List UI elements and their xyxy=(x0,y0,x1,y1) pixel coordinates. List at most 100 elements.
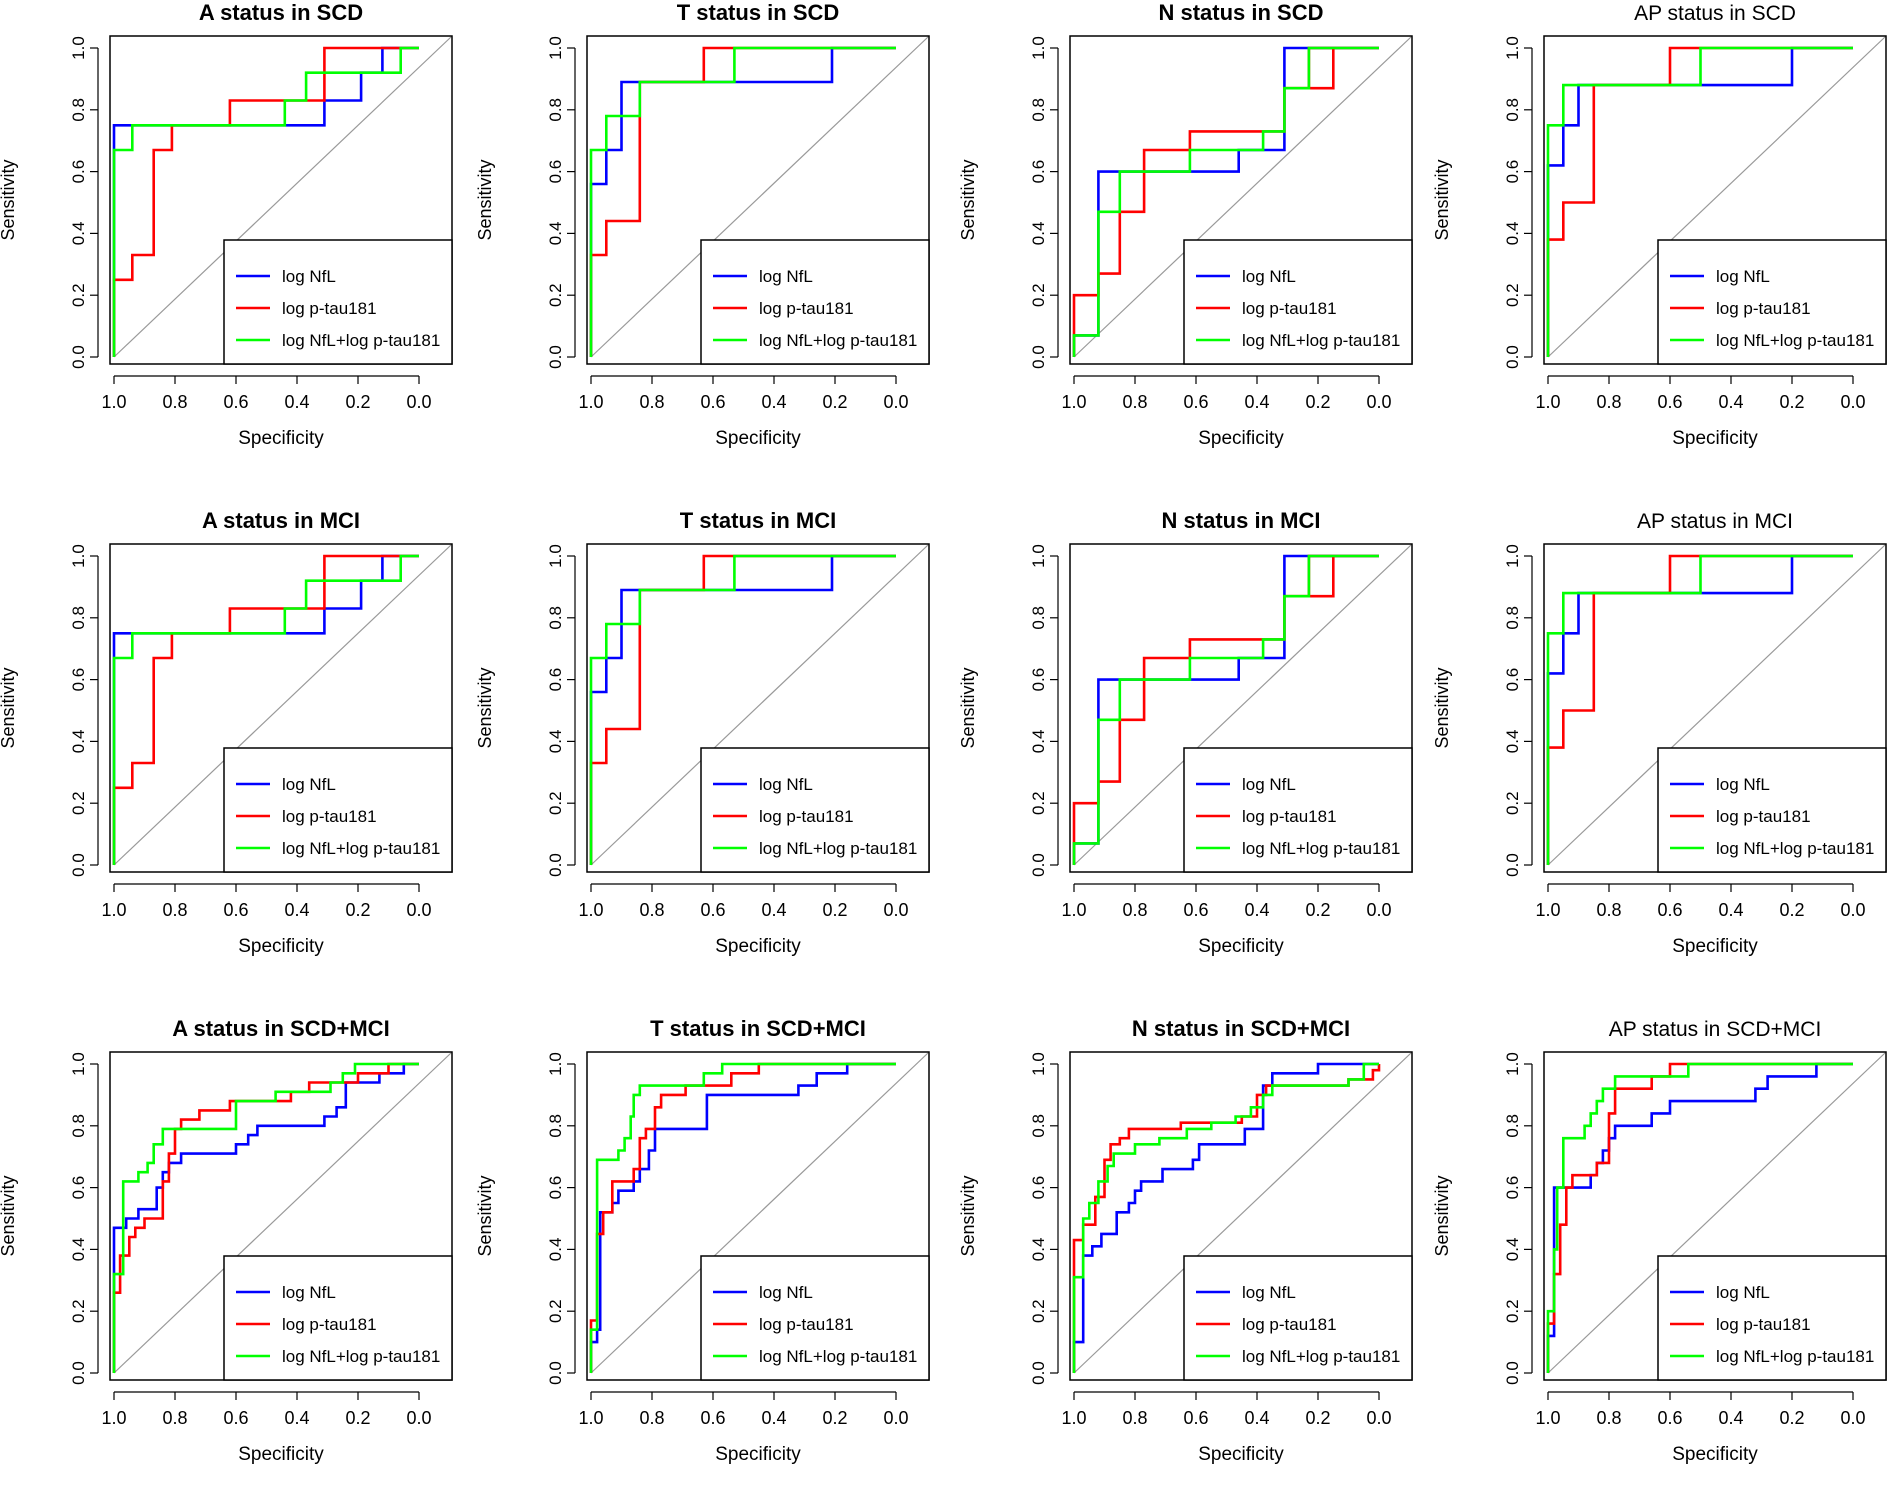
y-tick-label: 0.6 xyxy=(1503,668,1522,692)
y-tick-label: 0.4 xyxy=(546,1238,565,1262)
x-tick-label: 0.0 xyxy=(1366,1408,1391,1428)
chart-title: A status in SCD xyxy=(199,0,363,25)
x-tick-label: 1.0 xyxy=(1535,392,1560,412)
roc-curve-log-p-tau181 xyxy=(112,554,419,865)
y-tick-label: 0.4 xyxy=(546,730,565,754)
reference-diagonal xyxy=(1073,36,1412,358)
roc-curve-log-nfl-log-p-tau181 xyxy=(112,46,419,357)
roc-panel: T status in SCD+MCI 0.0 0.2 0.4 0.6 0.8 1.0 Sen… xyxy=(477,1016,951,1506)
x-axis-label: Specificity xyxy=(1672,936,1758,957)
y-tick-label: 0.0 xyxy=(1029,345,1048,369)
chart-title: T status in SCD xyxy=(677,0,840,25)
x-tick-label: 1.0 xyxy=(578,1408,603,1428)
y-tick-label: 0.2 xyxy=(546,283,565,307)
roc-curve-log-nfl xyxy=(1072,1062,1379,1373)
y-tick-label: 0.6 xyxy=(1029,668,1048,692)
y-tick-label: 0.8 xyxy=(546,606,565,630)
roc-chart: A status in MCI 0.0 0.2 0.4 0.6 0.8 1.0 Sensiti… xyxy=(0,508,453,957)
reference-diagonal xyxy=(1073,1052,1412,1374)
roc-panel: A status in SCD+MCI 0.0 0.2 0.4 0.6 0.8 1.0 Sen… xyxy=(0,1016,474,1506)
x-tick-label: 0.4 xyxy=(1718,1408,1743,1428)
legend-label: log NfL+log p-tau181 xyxy=(1716,331,1874,350)
x-tick-label: 0.4 xyxy=(1244,1408,1269,1428)
roc-curve-log-nfl-log-p-tau181 xyxy=(1546,46,1853,357)
y-tick-label: 0.2 xyxy=(1503,283,1522,307)
x-tick-label: 0.0 xyxy=(406,1408,431,1428)
y-tick-label: 0.0 xyxy=(1029,1361,1048,1385)
x-tick-label: 0.8 xyxy=(639,392,664,412)
roc-curve-log-nfl xyxy=(1546,554,1853,865)
y-tick-label: 0.0 xyxy=(546,853,565,877)
legend-label: log NfL xyxy=(1242,267,1296,286)
y-tick-label: 0.6 xyxy=(546,668,565,692)
reference-diagonal xyxy=(1547,36,1886,358)
y-tick-label: 0.6 xyxy=(1503,160,1522,184)
y-tick-label: 0.8 xyxy=(1029,98,1048,122)
y-tick-label: 0.0 xyxy=(69,1361,88,1385)
x-axis-label: Specificity xyxy=(715,428,801,449)
y-tick-label: 0.2 xyxy=(1029,1299,1048,1323)
x-tick-label: 0.8 xyxy=(162,1408,187,1428)
y-tick-label: 0.0 xyxy=(546,345,565,369)
x-axis-label: Specificity xyxy=(238,428,324,449)
y-tick-label: 0.6 xyxy=(69,668,88,692)
legend-label: log p-tau181 xyxy=(759,1315,854,1334)
x-tick-label: 0.4 xyxy=(761,392,786,412)
legend-label: log p-tau181 xyxy=(1716,1315,1811,1334)
x-tick-label: 0.0 xyxy=(883,392,908,412)
legend-label: log NfL xyxy=(759,775,813,794)
y-tick-label: 1.0 xyxy=(1029,544,1048,568)
legend-label: log NfL xyxy=(759,1283,813,1302)
x-axis-label: Specificity xyxy=(238,1444,324,1465)
y-tick-label: 0.2 xyxy=(69,791,88,815)
reference-diagonal xyxy=(113,544,452,866)
legend-label: log NfL xyxy=(282,775,336,794)
y-tick-label: 0.2 xyxy=(69,283,88,307)
y-tick-label: 0.2 xyxy=(1503,791,1522,815)
roc-chart: N status in SCD+MCI 0.0 0.2 0.4 0.6 0.8 1.0 Sen… xyxy=(960,1016,1413,1465)
y-tick-label: 0.0 xyxy=(546,1361,565,1385)
x-tick-label: 0.0 xyxy=(406,900,431,920)
roc-curve-log-p-tau181 xyxy=(1546,554,1853,865)
y-tick-label: 0.6 xyxy=(69,160,88,184)
x-tick-label: 0.0 xyxy=(883,1408,908,1428)
legend-label: log NfL+log p-tau181 xyxy=(759,1347,917,1366)
legend-box xyxy=(223,239,453,365)
x-tick-label: 0.6 xyxy=(700,392,725,412)
y-tick-label: 0.2 xyxy=(1029,283,1048,307)
roc-chart: N status in SCD 0.0 0.2 0.4 0.6 0.8 1.0 Sensiti… xyxy=(960,0,1413,449)
roc-curve-log-nfl-log-p-tau181 xyxy=(112,554,419,865)
roc-curve-log-nfl-log-p-tau181 xyxy=(1072,554,1379,865)
x-tick-label: 1.0 xyxy=(1061,392,1086,412)
x-tick-label: 0.4 xyxy=(284,1408,309,1428)
chart-title: AP status in SCD xyxy=(1634,2,1796,25)
y-axis-label: Sensitivity xyxy=(0,1175,18,1256)
y-tick-label: 0.6 xyxy=(1503,1176,1522,1200)
legend-label: log p-tau181 xyxy=(1716,807,1811,826)
y-tick-label: 0.4 xyxy=(1503,222,1522,246)
x-tick-label: 0.0 xyxy=(1840,900,1865,920)
roc-chart: A status in SCD 0.0 0.2 0.4 0.6 0.8 1.0 Sensiti… xyxy=(0,0,453,449)
y-tick-label: 0.8 xyxy=(1029,606,1048,630)
chart-title: AP status in SCD+MCI xyxy=(1609,1018,1822,1041)
x-tick-label: 0.2 xyxy=(1779,1408,1804,1428)
y-axis-label: Sensitivity xyxy=(477,159,495,240)
x-tick-label: 0.2 xyxy=(1779,900,1804,920)
y-axis-label: Sensitivity xyxy=(477,667,495,748)
legend-box xyxy=(700,239,930,365)
x-axis-label: Specificity xyxy=(238,936,324,957)
chart-title: AP status in MCI xyxy=(1637,510,1793,533)
y-tick-label: 0.4 xyxy=(1503,1238,1522,1262)
y-tick-label: 1.0 xyxy=(69,1052,88,1076)
x-axis-label: Specificity xyxy=(715,936,801,957)
chart-title: T status in SCD+MCI xyxy=(650,1016,866,1041)
x-tick-label: 0.2 xyxy=(345,900,370,920)
y-tick-label: 0.0 xyxy=(1029,853,1048,877)
legend-label: log NfL+log p-tau181 xyxy=(1242,839,1400,858)
roc-curve-log-nfl-log-p-tau181 xyxy=(589,554,896,865)
y-tick-label: 0.8 xyxy=(69,98,88,122)
legend-label: log NfL xyxy=(282,1283,336,1302)
y-tick-label: 0.0 xyxy=(1503,853,1522,877)
chart-title: A status in MCI xyxy=(202,508,360,533)
x-tick-label: 1.0 xyxy=(578,392,603,412)
